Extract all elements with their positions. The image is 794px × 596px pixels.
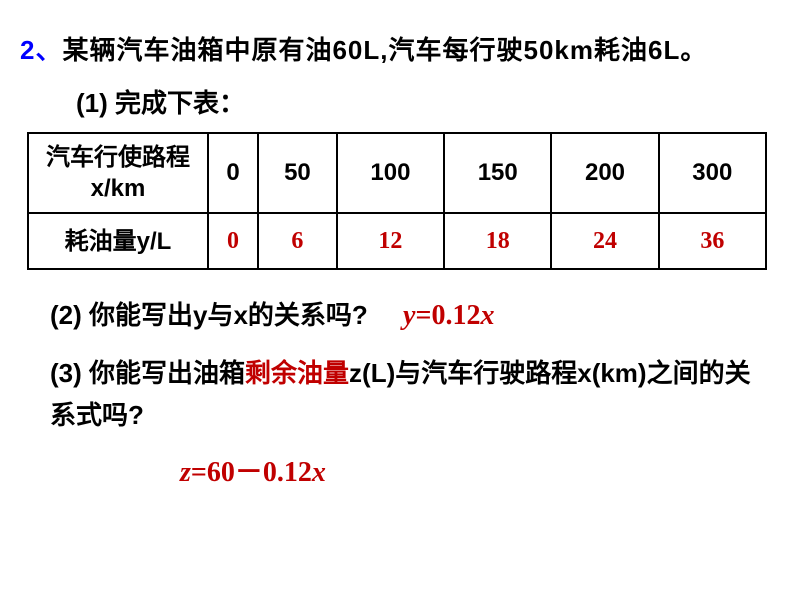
- formula-var-x: x: [312, 457, 326, 488]
- formula-var-z: z: [180, 457, 191, 488]
- problem-statement: 某辆汽车油箱中原有油60L,汽车每行驶50km耗油6L。: [62, 35, 707, 65]
- value-cell: 24: [551, 213, 658, 269]
- formula-eq: =0.12: [415, 300, 480, 331]
- subtask-2-question: (2) 你能写出y与x的关系吗?: [50, 300, 368, 330]
- row-header-2: 耗油量y/L: [28, 213, 208, 269]
- formula-eq: =60－0.12: [191, 457, 312, 488]
- column-header: 50: [258, 133, 337, 213]
- problem-number: 2、: [20, 35, 62, 65]
- row-header-1: 汽车行使路程x/km: [28, 133, 208, 213]
- value-cell: 0: [208, 213, 258, 269]
- subtask-3: (3) 你能写出油箱剩余油量z(L)与汽车行驶路程x(km)之间的关系式吗?: [50, 353, 774, 436]
- column-header: 200: [551, 133, 658, 213]
- subtask-1-label: (1) 完成下表：: [76, 83, 774, 120]
- value-cell: 18: [444, 213, 551, 269]
- column-header: 150: [444, 133, 551, 213]
- subtask-2-answer: y=0.12x: [403, 300, 494, 330]
- value-cell: 36: [659, 213, 766, 269]
- table-row: 耗油量y/L 0 6 12 18 24 36: [28, 213, 766, 269]
- subtask-3-q-part1: (3) 你能写出油箱: [50, 358, 245, 388]
- formula-var-y: y: [403, 300, 415, 331]
- subtask-3-highlight: 剩余油量: [245, 358, 349, 388]
- column-header: 100: [337, 133, 444, 213]
- data-table: 汽车行使路程x/km 0 50 100 150 200 300 耗油量y/L 0…: [27, 132, 767, 270]
- subtask-2: (2) 你能写出y与x的关系吗? y=0.12x: [50, 294, 774, 339]
- value-cell: 6: [258, 213, 337, 269]
- subtask-3-answer: z=60－0.12x: [180, 450, 774, 490]
- column-header: 0: [208, 133, 258, 213]
- formula-var-x: x: [480, 300, 494, 331]
- column-header: 300: [659, 133, 766, 213]
- value-cell: 12: [337, 213, 444, 269]
- problem-header: 2、某辆汽车油箱中原有油60L,汽车每行驶50km耗油6L。: [20, 30, 774, 67]
- table-row: 汽车行使路程x/km 0 50 100 150 200 300: [28, 133, 766, 213]
- slide-content: 2、某辆汽车油箱中原有油60L,汽车每行驶50km耗油6L。 (1) 完成下表：…: [0, 0, 794, 510]
